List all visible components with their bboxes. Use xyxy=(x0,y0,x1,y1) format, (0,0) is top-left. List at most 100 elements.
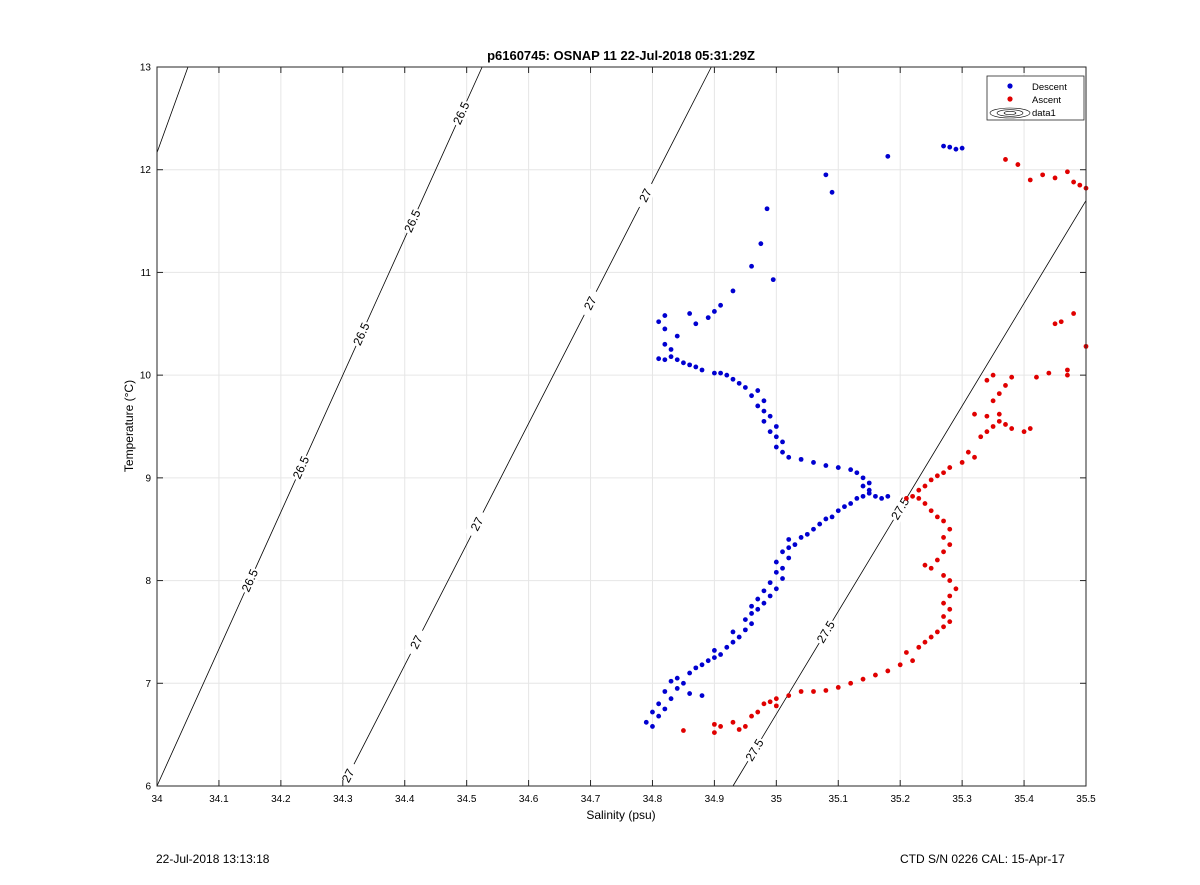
ascent-point xyxy=(972,411,977,417)
ascent-point xyxy=(990,372,996,378)
x-axis-label: Salinity (psu) xyxy=(586,808,655,822)
descent-point xyxy=(947,144,953,150)
ascent-point xyxy=(941,614,946,619)
ascent-point xyxy=(1034,374,1039,380)
ascent-point xyxy=(1071,311,1077,316)
ascent-point xyxy=(947,578,953,583)
ascent-point xyxy=(990,424,996,429)
y-tick-label: 6 xyxy=(145,782,151,793)
ascent-point xyxy=(1009,426,1015,431)
descent-point xyxy=(749,603,754,609)
descent-point xyxy=(773,586,779,592)
descent-point xyxy=(724,644,730,650)
ascent-point xyxy=(928,508,934,514)
ascent-point xyxy=(916,496,922,501)
ascent-point xyxy=(798,689,804,694)
descent-point xyxy=(668,696,674,702)
descent-point xyxy=(811,526,816,532)
x-tick-label: 34.5 xyxy=(457,794,477,805)
descent-point xyxy=(712,370,717,376)
descent-point xyxy=(761,600,767,606)
descent-point xyxy=(662,357,668,363)
ascent-point xyxy=(848,680,854,686)
x-tick-label: 35.4 xyxy=(1014,794,1034,805)
descent-point xyxy=(730,288,736,294)
plot-frame xyxy=(156,66,1087,787)
ascent-point xyxy=(773,696,779,702)
descent-point xyxy=(699,662,705,668)
descent-point xyxy=(674,686,680,691)
chart-title: p6160745: OSNAP 11 22-Jul-2018 05:31:29Z xyxy=(487,48,755,63)
ascent-point xyxy=(885,668,891,674)
descent-point xyxy=(656,701,662,707)
legend-ascent-label: Ascent xyxy=(1032,95,1061,106)
x-tick-label: 35.5 xyxy=(1076,794,1096,805)
descent-point xyxy=(749,621,754,627)
ascent-point xyxy=(941,549,946,555)
descent-point xyxy=(650,724,655,729)
descent-point xyxy=(953,146,959,152)
descent-point xyxy=(712,309,717,314)
ascent-point xyxy=(910,493,915,499)
ascent-point xyxy=(947,593,953,599)
x-tick-label: 34.3 xyxy=(333,794,353,805)
descent-point xyxy=(780,565,785,571)
ascent-point xyxy=(972,454,977,460)
grid xyxy=(156,66,1087,787)
descent-point xyxy=(780,439,785,445)
isopycnal-label: 27.5 xyxy=(741,735,768,765)
ascent-point xyxy=(1003,157,1008,162)
descent-point xyxy=(860,483,866,489)
descent-point xyxy=(854,496,860,501)
isopycnal-line xyxy=(342,66,712,787)
ascent-point xyxy=(1052,321,1058,327)
ascent-point xyxy=(947,542,953,548)
ascent-point xyxy=(978,434,984,440)
x-tick-label: 34.8 xyxy=(643,794,663,805)
descent-point xyxy=(742,385,748,390)
x-tick-label: 35 xyxy=(771,794,783,805)
descent-point xyxy=(718,652,723,657)
legend-data1-label: data1 xyxy=(1032,108,1056,119)
descent-point xyxy=(885,153,891,159)
descent-point xyxy=(786,537,792,542)
ascent-point xyxy=(1065,367,1070,373)
y-tick-label: 10 xyxy=(140,371,152,382)
isopycnal-label-text: 27 xyxy=(636,186,655,205)
descent-point xyxy=(736,634,742,640)
x-tick-label: 34.4 xyxy=(395,794,415,805)
ascent-point xyxy=(928,634,934,640)
ascent-point xyxy=(984,429,990,435)
isopycnal-label-text: 27 xyxy=(407,633,426,652)
descent-point xyxy=(662,706,668,712)
descent-point xyxy=(755,606,761,612)
descent-point xyxy=(854,470,860,476)
descent-point xyxy=(712,648,717,653)
ascent-point xyxy=(947,606,953,612)
ascent-point xyxy=(941,600,946,606)
ascent-point xyxy=(947,619,953,625)
ascent-point xyxy=(996,411,1002,417)
isopycnal-label: 27.5 xyxy=(887,493,913,524)
isopycnal-label-text: 27 xyxy=(339,766,358,785)
descent-point xyxy=(656,319,662,325)
ascent-point xyxy=(1027,426,1033,431)
descent-point xyxy=(829,189,835,195)
descent-point xyxy=(773,424,779,429)
ascent-point xyxy=(1027,177,1033,183)
descent-point xyxy=(770,277,776,283)
descent-point xyxy=(656,713,662,719)
descent-point xyxy=(687,311,693,316)
ascent-point xyxy=(730,719,736,725)
descent-point xyxy=(674,333,680,339)
descent-point xyxy=(749,263,754,269)
descent-point xyxy=(873,493,878,499)
isopycnal-label: 27 xyxy=(633,180,658,211)
ascent-point xyxy=(903,650,909,655)
isopycnal-label-bg xyxy=(887,493,913,524)
descent-point xyxy=(761,408,767,414)
descent-point xyxy=(848,501,854,506)
descent-point xyxy=(718,370,723,376)
ascent-point xyxy=(922,562,928,568)
descent-point xyxy=(724,372,730,378)
